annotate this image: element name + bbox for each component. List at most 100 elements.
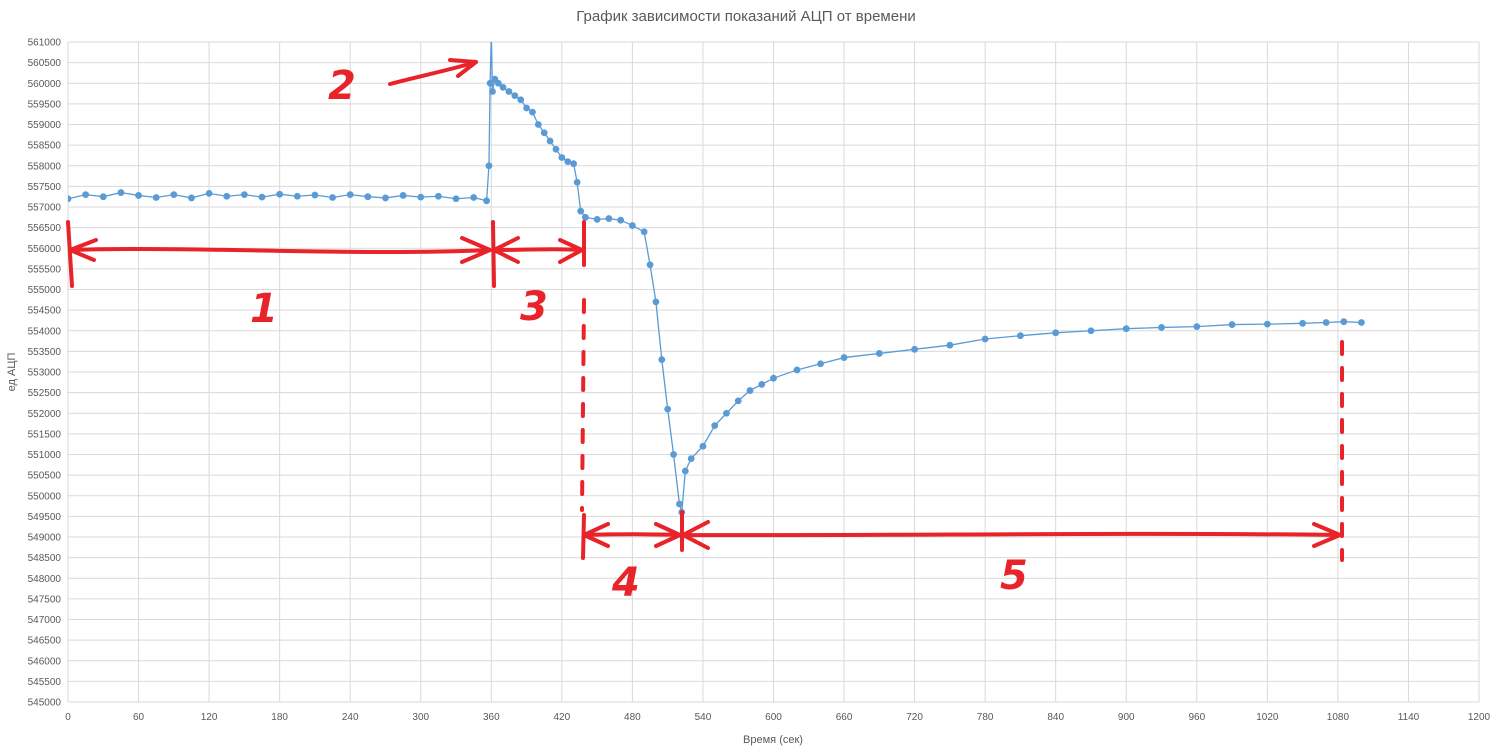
y-tick-label: 558000 xyxy=(28,161,62,172)
segment-1-arrow xyxy=(66,220,492,288)
data-point xyxy=(640,228,648,236)
data-point xyxy=(494,79,502,87)
data-point xyxy=(687,455,695,463)
y-axis-label: ед АЦП xyxy=(6,353,18,392)
data-point xyxy=(758,380,766,388)
segment-5-arrow xyxy=(681,520,1342,550)
data-point xyxy=(629,222,636,229)
data-point xyxy=(577,207,585,215)
data-point xyxy=(205,189,213,197)
x-tick-label: 240 xyxy=(342,712,359,723)
y-tick-label: 551500 xyxy=(28,429,62,440)
data-point xyxy=(470,194,478,201)
y-tick-label: 549000 xyxy=(28,533,62,544)
data-point xyxy=(646,261,654,269)
x-tick-label: 420 xyxy=(554,712,571,723)
x-tick-label: 660 xyxy=(836,712,853,723)
data-point xyxy=(1052,329,1060,337)
data-point xyxy=(546,137,554,145)
data-point xyxy=(258,193,266,201)
data-point xyxy=(276,190,284,198)
y-tick-label: 547500 xyxy=(28,594,62,605)
x-tick-label: 120 xyxy=(201,712,218,723)
data-point xyxy=(485,162,493,170)
data-point xyxy=(117,189,125,196)
data-point xyxy=(311,191,319,199)
data-point xyxy=(658,356,666,364)
data-point xyxy=(170,191,178,199)
x-tick-label: 1020 xyxy=(1256,712,1279,723)
data-point xyxy=(135,192,142,199)
data-point xyxy=(329,194,336,201)
y-tick-label: 557000 xyxy=(28,203,62,214)
data-point xyxy=(723,409,730,417)
data-point xyxy=(346,191,354,199)
segment-3-arrow xyxy=(491,220,586,288)
annotation-2: 2 xyxy=(328,63,356,109)
y-tick-label: 556500 xyxy=(28,223,62,234)
data-point xyxy=(499,83,507,91)
x-tick-label: 1080 xyxy=(1327,712,1350,723)
data-point xyxy=(817,360,824,368)
data-point xyxy=(529,108,536,116)
y-tick-label: 545500 xyxy=(28,677,62,688)
data-point xyxy=(434,192,442,200)
x-tick-label: 300 xyxy=(412,712,429,723)
y-tick-label: 559000 xyxy=(28,120,62,131)
data-point xyxy=(573,178,581,186)
data-point xyxy=(489,88,496,95)
y-tick-label: 545000 xyxy=(28,698,62,709)
data-point xyxy=(511,92,519,100)
annotation-3: 3 xyxy=(520,284,548,330)
data-point xyxy=(152,194,160,201)
data-point xyxy=(664,405,672,413)
x-tick-label: 840 xyxy=(1047,712,1064,723)
x-tick-label: 780 xyxy=(977,712,994,723)
data-point xyxy=(1122,325,1130,333)
plot-area xyxy=(68,30,1365,516)
data-point xyxy=(517,96,525,104)
y-tick-label: 551000 xyxy=(28,450,62,461)
y-tick-label: 550500 xyxy=(28,471,62,482)
x-tick-label: 1200 xyxy=(1468,712,1491,723)
x-tick-label: 480 xyxy=(624,712,641,723)
data-point xyxy=(840,354,848,361)
annotation-4: 4 xyxy=(611,560,640,606)
data-point xyxy=(734,397,742,405)
data-point xyxy=(1017,332,1024,340)
data-point xyxy=(1340,318,1348,326)
data-point xyxy=(382,194,389,202)
data-point xyxy=(488,30,495,37)
x-tick-label: 180 xyxy=(271,712,288,723)
data-point xyxy=(223,192,231,200)
chart-title: График зависимости показаний АЦП от врем… xyxy=(576,8,915,25)
y-tick-label: 561000 xyxy=(28,38,62,49)
y-tick-label: 557500 xyxy=(28,182,62,193)
data-point xyxy=(82,191,90,199)
data-point xyxy=(99,193,107,201)
y-tick-label: 555500 xyxy=(28,264,62,275)
y-tick-label: 554500 xyxy=(28,306,62,317)
y-tick-label: 560500 xyxy=(28,58,62,69)
data-point xyxy=(911,345,918,353)
y-tick-label: 546000 xyxy=(28,656,62,667)
annotation-1: 1 xyxy=(250,286,278,332)
y-tick-label: 555000 xyxy=(28,285,62,296)
data-point xyxy=(617,216,625,224)
data-point xyxy=(1228,321,1236,328)
data-point xyxy=(505,88,513,95)
y-tick-label: 552000 xyxy=(28,409,62,420)
data-point xyxy=(793,366,801,374)
data-point xyxy=(523,104,530,112)
data-point xyxy=(483,197,490,205)
data-point xyxy=(676,500,683,508)
y-tick-label: 554000 xyxy=(28,326,62,337)
data-point xyxy=(417,193,425,201)
y-tick-label: 553000 xyxy=(28,368,62,379)
data-point xyxy=(486,79,494,87)
segment-2-arrow xyxy=(388,58,478,86)
y-axis-ticks: 545000 545500 546000 546500 547000 547500 5480… xyxy=(28,38,62,709)
data-point xyxy=(681,467,689,475)
y-tick-label: 560000 xyxy=(28,79,62,90)
data-point xyxy=(593,215,601,223)
